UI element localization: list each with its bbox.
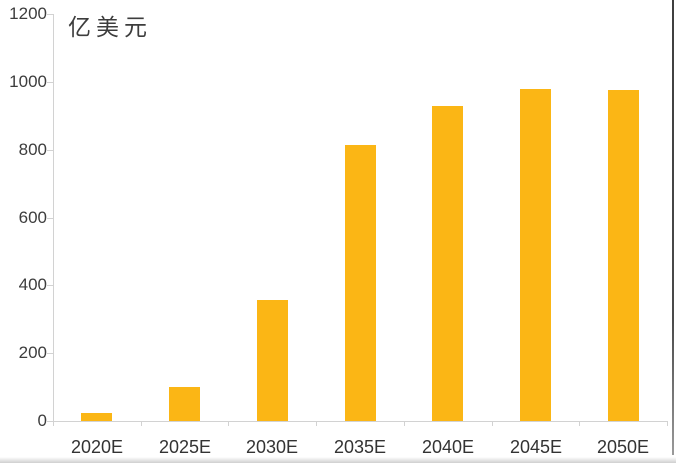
x-tick-mark [403,421,405,426]
x-tick-mark [491,421,493,426]
y-tick-label: 400 [18,275,47,295]
right-edge-artifact [672,0,674,455]
x-tick-mark [140,421,142,426]
y-tick-mark [47,149,53,151]
y-tick-label: 600 [18,207,47,227]
y-tick-mark [47,421,53,422]
bar-2025E [169,387,200,421]
x-axis-line [53,421,668,422]
y-tick-label: 200 [18,343,47,363]
x-tick-mark [667,421,668,426]
y-tick-mark [47,14,53,15]
y-tick-label: 0 [37,411,47,430]
bar-2035E [345,145,376,421]
x-tick-label: 2045E [509,437,563,457]
bar-2040E [432,106,463,421]
bottom-edge-artifact [0,457,676,463]
bar-2020E [81,413,112,421]
y-tick-mark [47,285,53,287]
y-tick-mark [47,353,53,355]
x-tick-label: 2050E [596,437,650,457]
y-tick-mark [47,81,53,83]
y-axis-unit-label: 亿美元 [68,15,152,41]
x-tick-label: 2030E [245,437,299,457]
x-tick-label: 2035E [333,437,387,457]
y-tick-label: 800 [18,139,47,159]
x-tick-mark [316,421,318,426]
x-tick-mark [579,421,581,426]
x-tick-mark [53,421,54,426]
x-tick-label: 2025E [158,437,212,457]
x-tick-mark [228,421,230,426]
x-tick-label: 2020E [70,437,124,457]
y-tick-mark [47,217,53,219]
bar-2030E [257,300,288,421]
bar-2050E [608,90,639,421]
y-axis-line [53,14,54,421]
y-tick-label: 1000 [9,71,47,91]
bar-2045E [520,89,551,421]
x-tick-label: 2040E [421,437,475,457]
y-tick-label: 1200 [9,4,47,23]
